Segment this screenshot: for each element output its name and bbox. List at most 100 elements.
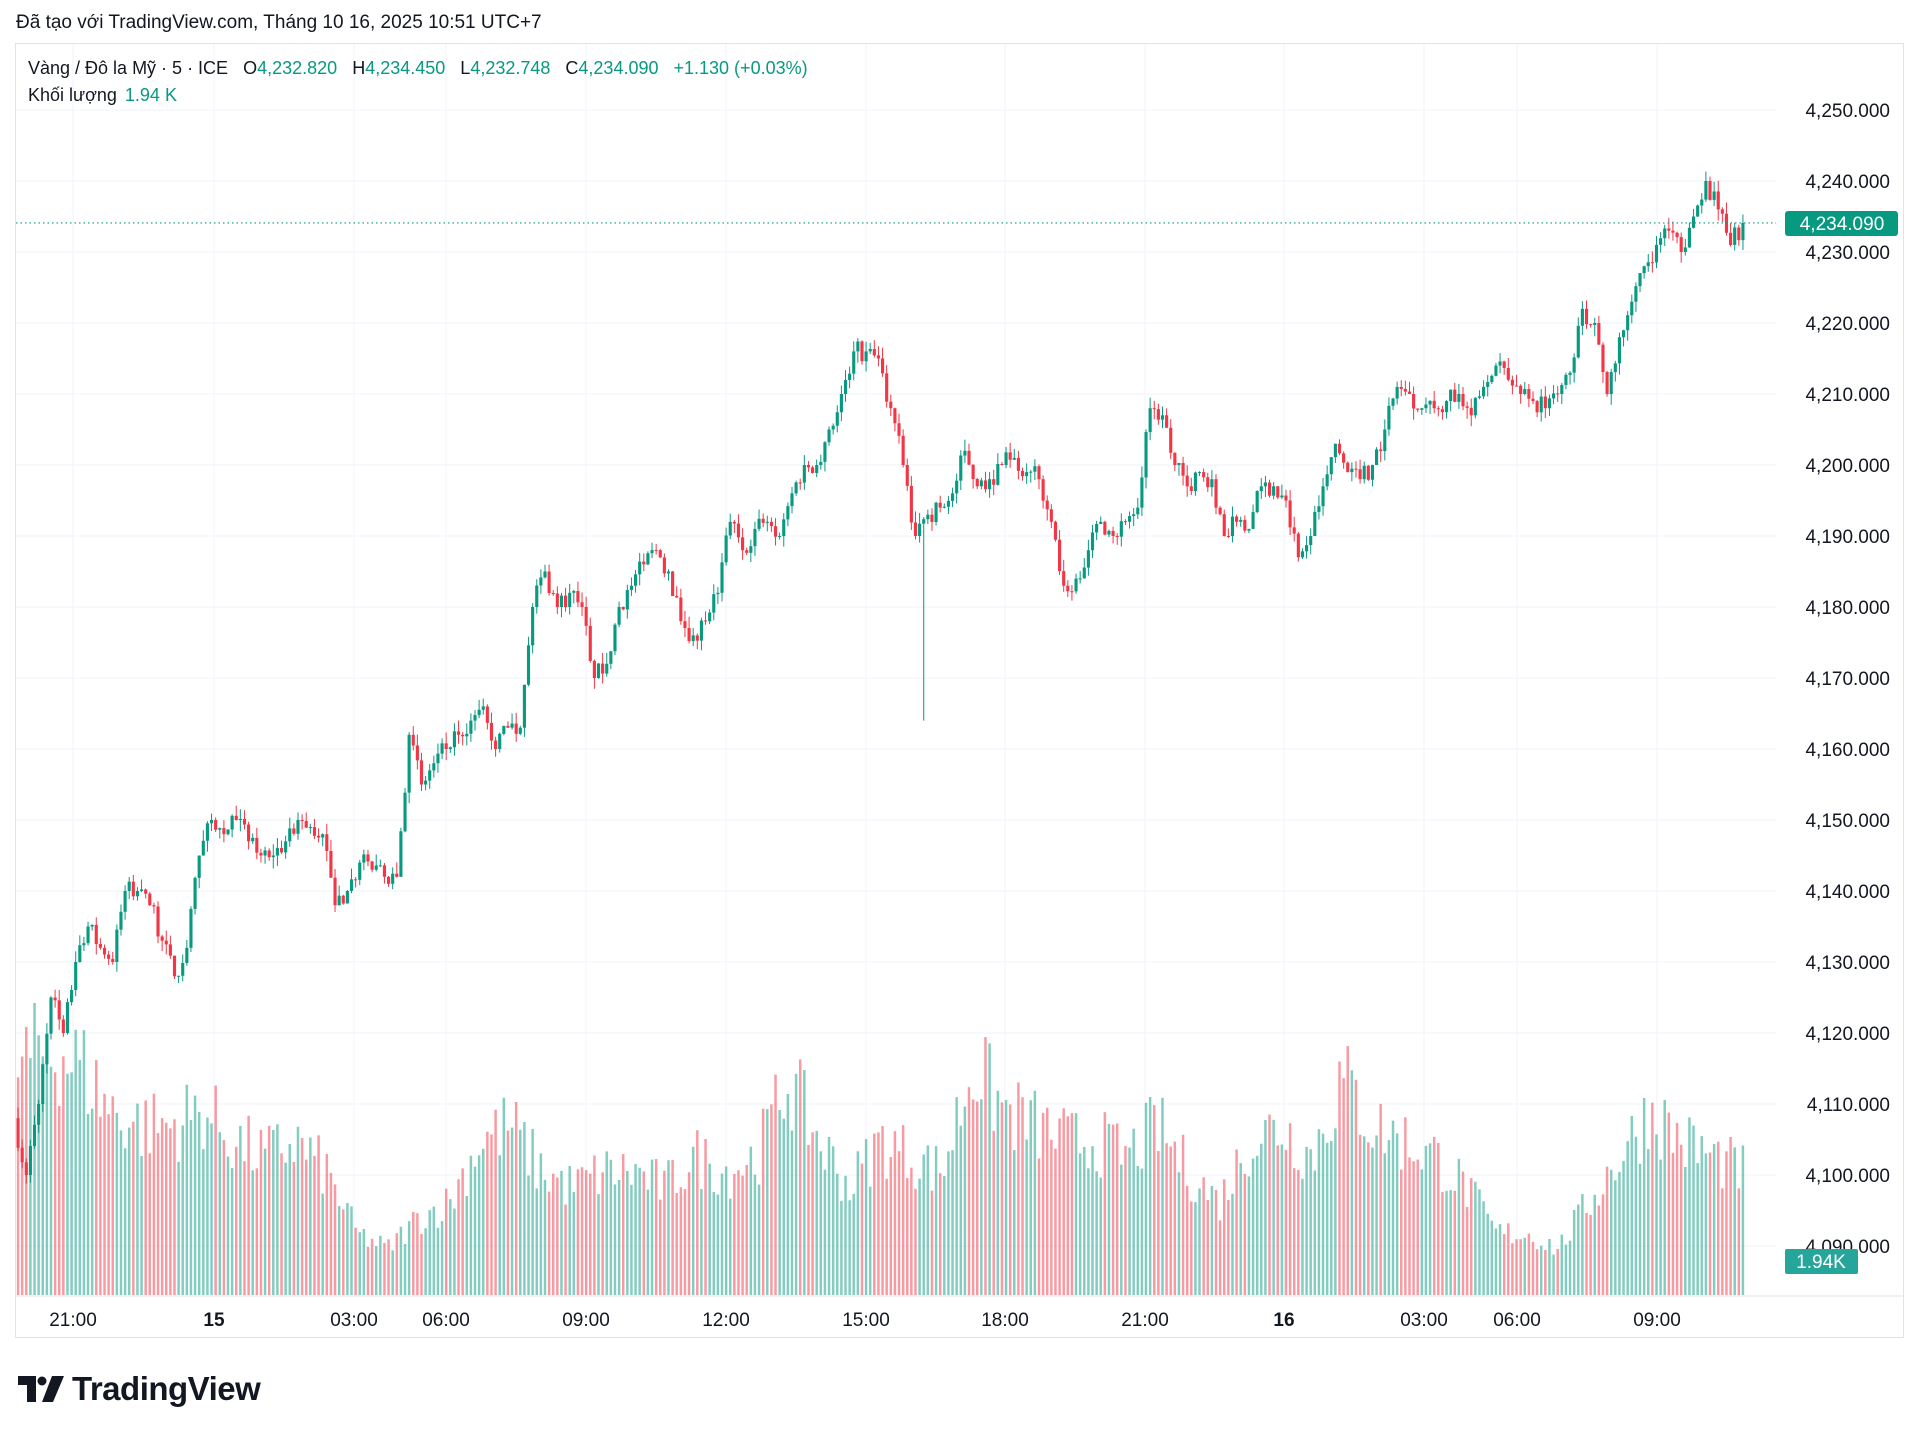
candle-body <box>1235 516 1239 522</box>
candle-body <box>745 550 749 553</box>
volume-bar <box>831 1146 835 1295</box>
candle-body <box>1531 398 1535 402</box>
volume-bar <box>230 1167 234 1295</box>
volume-bar <box>1029 1100 1032 1295</box>
volume-bar <box>1350 1070 1354 1295</box>
volume-bar <box>449 1199 452 1295</box>
volume-bar <box>1688 1117 1691 1295</box>
volume-bar <box>193 1095 197 1295</box>
volume-bar <box>1157 1150 1160 1295</box>
candle-body <box>111 958 115 962</box>
candle-body <box>1321 486 1325 507</box>
candle-body <box>584 607 588 626</box>
candle-body <box>1597 323 1601 345</box>
volume-bar <box>1618 1171 1621 1295</box>
volume-bar <box>1515 1239 1518 1295</box>
volume-bar <box>893 1131 897 1295</box>
candle-body <box>37 1104 41 1125</box>
symbol-title[interactable]: Vàng / Đô la Mỹ · 5 · ICE <box>28 58 229 78</box>
volume-bar <box>1342 1078 1345 1295</box>
candle-body <box>555 593 559 607</box>
volume-bar <box>1074 1113 1078 1295</box>
candle-body <box>979 480 983 487</box>
volume-bar <box>609 1159 613 1295</box>
candle-body <box>1342 453 1346 463</box>
volume-bar <box>626 1170 629 1295</box>
price-axis-tick: 4,180.000 <box>1805 598 1890 619</box>
candle-body <box>1305 545 1309 552</box>
candle-body <box>308 827 312 829</box>
volume-bar <box>852 1193 855 1295</box>
candle-body <box>506 725 510 728</box>
candle-body <box>288 828 292 842</box>
volume-bar <box>41 1056 44 1295</box>
volume-bar <box>679 1187 683 1295</box>
high-label: H <box>352 58 366 78</box>
candle-body <box>424 780 428 785</box>
tradingview-logo[interactable]: TradingView <box>18 1370 261 1408</box>
candle-body <box>1243 519 1247 531</box>
volume-bar <box>1692 1125 1695 1295</box>
volume-bar <box>815 1130 818 1295</box>
candle-body <box>942 506 946 508</box>
price-axis-tick: 4,250.000 <box>1805 101 1890 122</box>
candle-body <box>671 571 675 597</box>
volume-bar <box>1045 1107 1049 1295</box>
candle-body <box>304 821 308 828</box>
candle-body <box>543 571 547 578</box>
volume-bar <box>276 1124 279 1295</box>
volume-bar <box>218 1132 222 1295</box>
volume-bar <box>1445 1190 1448 1295</box>
volume-bar <box>1626 1141 1629 1295</box>
candle-body <box>275 847 279 856</box>
volume-bar <box>1190 1201 1193 1295</box>
volume-bar <box>691 1146 695 1295</box>
volume-bar <box>938 1173 942 1295</box>
candle-body <box>514 723 518 734</box>
candle-body <box>1683 247 1687 252</box>
volume-bar <box>358 1232 361 1295</box>
candle-body <box>349 879 354 891</box>
candle-body <box>1473 397 1477 416</box>
candle-body <box>107 954 111 959</box>
volume-bar <box>811 1132 814 1295</box>
volume-bar <box>1741 1145 1745 1295</box>
volume-bar <box>337 1206 341 1295</box>
candle-body <box>1107 530 1111 535</box>
candle-body <box>1626 315 1630 331</box>
volume-bar <box>716 1194 720 1295</box>
volume-bar <box>770 1104 773 1295</box>
volume-bar <box>1647 1149 1650 1295</box>
candle-body <box>214 820 218 830</box>
candle-body <box>61 1019 65 1033</box>
candle-body <box>1062 571 1066 586</box>
volume-bar <box>1441 1192 1444 1295</box>
candle-body <box>16 1118 20 1148</box>
volume-bar <box>749 1146 753 1295</box>
last-volume-label: 1.94K <box>1796 1252 1846 1273</box>
volume-label[interactable]: Khối lượng <box>28 85 117 105</box>
volume-bar <box>99 1116 102 1295</box>
candle-body <box>329 850 333 878</box>
volume-bar <box>1729 1137 1732 1295</box>
candle-body <box>32 1124 37 1146</box>
volume-bar <box>1025 1139 1028 1295</box>
candle-body <box>345 891 349 904</box>
volume-bar <box>761 1108 765 1295</box>
candle-body <box>172 955 177 977</box>
volume-bar <box>1161 1097 1164 1295</box>
candle-body <box>1428 400 1432 405</box>
volume-bar <box>877 1132 880 1295</box>
candle-body <box>975 479 979 487</box>
candle-body <box>1070 591 1074 593</box>
candle-body <box>193 877 197 909</box>
volume-bar <box>1008 1104 1012 1295</box>
time-axis-tick: 21:00 <box>1121 1310 1169 1331</box>
candle-body <box>1082 567 1086 579</box>
volume-bar <box>1535 1249 1539 1295</box>
candle-body <box>609 651 613 664</box>
volume-bar <box>156 1133 160 1295</box>
candle-body <box>1539 396 1543 413</box>
candle-body <box>642 561 646 565</box>
